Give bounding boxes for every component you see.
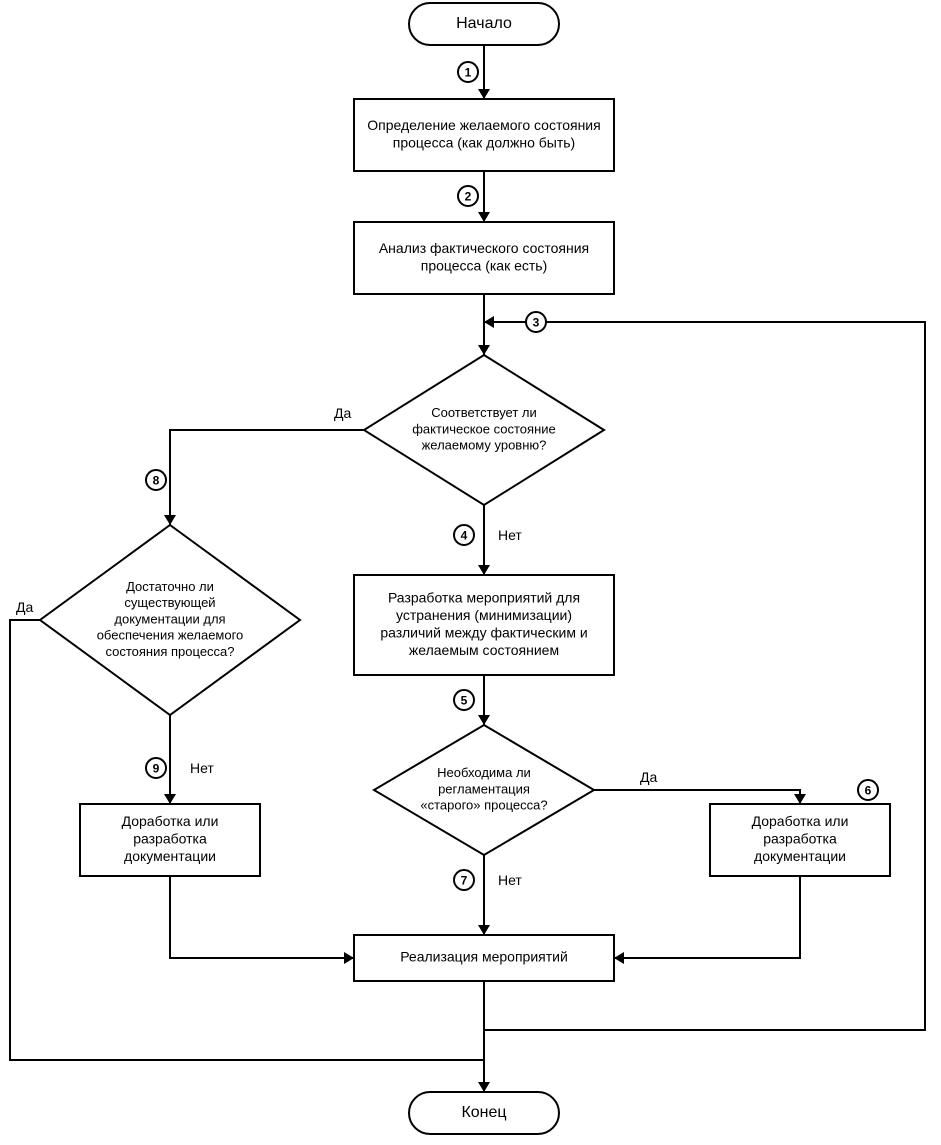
svg-text:3: 3 xyxy=(533,316,540,330)
svg-text:Начало: Начало xyxy=(456,15,512,32)
svg-text:Доработка или: Доработка или xyxy=(752,813,849,829)
edge-label: Нет xyxy=(498,527,522,543)
svg-text:желаемым состоянием: желаемым состоянием xyxy=(409,642,559,658)
svg-text:«старого» процесса?: «старого» процесса? xyxy=(420,798,547,813)
svg-text:Соответствует ли: Соответствует ли xyxy=(431,405,537,420)
svg-text:разработка: разработка xyxy=(133,831,207,847)
svg-text:Анализ фактического состояния: Анализ фактического состояния xyxy=(379,240,589,256)
edge-label: Нет xyxy=(498,872,522,888)
svg-text:2: 2 xyxy=(465,190,472,204)
svg-text:9: 9 xyxy=(153,762,160,776)
edge-label: Да xyxy=(640,769,657,785)
svg-text:фактическое состояние: фактическое состояние xyxy=(412,421,556,436)
svg-text:процесса (как есть): процесса (как есть) xyxy=(421,257,548,273)
svg-text:существующей: существующей xyxy=(124,595,215,610)
svg-text:Доработка или: Доработка или xyxy=(122,813,219,829)
svg-text:документации: документации xyxy=(754,848,846,864)
svg-text:процесса (как должно быть): процесса (как должно быть) xyxy=(393,134,575,150)
svg-text:устранения (минимизации): устранения (минимизации) xyxy=(396,607,572,623)
svg-text:обеспечения желаемого: обеспечения желаемого xyxy=(97,628,244,643)
svg-text:различий между фактическим и: различий между фактическим и xyxy=(380,624,587,640)
svg-text:4: 4 xyxy=(461,529,468,543)
svg-text:1: 1 xyxy=(465,66,472,80)
svg-text:Необходима ли: Необходима ли xyxy=(437,765,531,780)
svg-text:документации: документации xyxy=(124,848,216,864)
svg-text:8: 8 xyxy=(153,474,160,488)
svg-text:состояния процесса?: состояния процесса? xyxy=(105,644,234,659)
svg-text:документации для: документации для xyxy=(114,611,225,626)
flowchart-canvas: НачалоОпределение желаемого состоянияпро… xyxy=(0,0,941,1145)
svg-text:6: 6 xyxy=(865,784,872,798)
svg-text:Разработка мероприятий для: Разработка мероприятий для xyxy=(388,589,580,605)
svg-text:Определение желаемого состояни: Определение желаемого состояния xyxy=(367,117,600,133)
svg-text:7: 7 xyxy=(461,874,468,888)
svg-text:Достаточно ли: Достаточно ли xyxy=(126,579,214,594)
svg-text:желаемому уровню?: желаемому уровню? xyxy=(422,438,547,453)
svg-text:5: 5 xyxy=(461,694,468,708)
svg-text:регламентация: регламентация xyxy=(438,781,530,796)
svg-text:разработка: разработка xyxy=(763,831,837,847)
edge-label: Да xyxy=(16,599,33,615)
edge-label: Нет xyxy=(190,760,214,776)
svg-text:Конец: Конец xyxy=(461,1104,506,1121)
svg-text:Реализация мероприятий: Реализация мероприятий xyxy=(400,949,568,965)
edge-label: Да xyxy=(334,405,351,421)
